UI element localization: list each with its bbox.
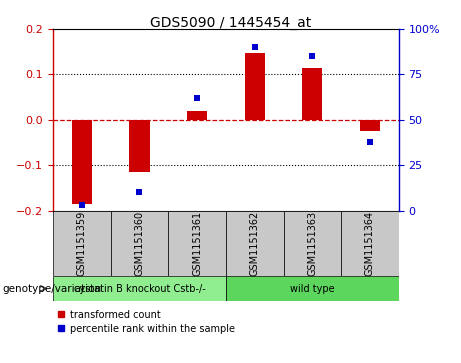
Text: GSM1151364: GSM1151364	[365, 211, 375, 276]
Bar	[302, 68, 322, 120]
Text: GSM1151362: GSM1151362	[250, 211, 260, 276]
Bar	[168, 211, 226, 276]
Text: genotype/variation: genotype/variation	[2, 284, 101, 294]
Text: GSM1151361: GSM1151361	[192, 211, 202, 276]
Text: GSM1151359: GSM1151359	[77, 211, 87, 276]
Text: cystatin B knockout Cstb-/-: cystatin B knockout Cstb-/-	[74, 284, 205, 294]
Text: GDS5090 / 1445454_at: GDS5090 / 1445454_at	[150, 16, 311, 30]
Text: GSM1151363: GSM1151363	[307, 211, 317, 276]
Bar	[284, 211, 341, 276]
Bar	[360, 120, 380, 131]
Bar	[187, 111, 207, 120]
Bar	[226, 276, 399, 301]
Bar	[53, 276, 226, 301]
Bar	[130, 120, 149, 172]
Bar	[226, 211, 284, 276]
Bar	[341, 211, 399, 276]
Legend: transformed count, percentile rank within the sample: transformed count, percentile rank withi…	[58, 310, 235, 334]
Text: wild type: wild type	[290, 284, 335, 294]
Bar	[72, 120, 92, 204]
Bar	[245, 53, 265, 120]
Bar	[53, 211, 111, 276]
Bar	[111, 211, 168, 276]
Text: GSM1151360: GSM1151360	[135, 211, 144, 276]
